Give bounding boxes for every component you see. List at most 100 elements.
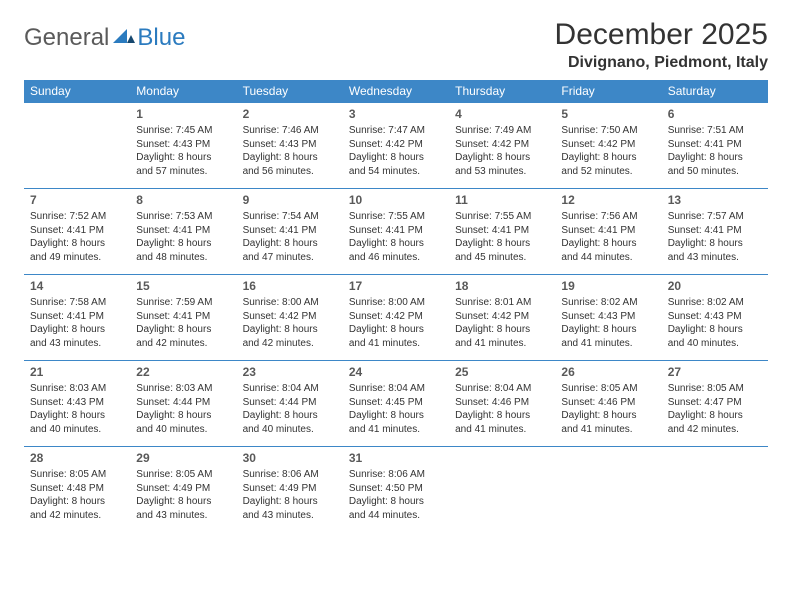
day-detail: Daylight: 8 hours [136, 237, 230, 251]
day-number: 19 [561, 278, 655, 294]
calendar-day: 19Sunrise: 8:02 AMSunset: 4:43 PMDayligh… [555, 275, 661, 361]
calendar-day: 3Sunrise: 7:47 AMSunset: 4:42 PMDaylight… [343, 103, 449, 189]
title-block: December 2025 Divignano, Piedmont, Italy [555, 18, 768, 72]
day-detail: Daylight: 8 hours [455, 151, 549, 165]
day-detail: Sunrise: 7:56 AM [561, 210, 655, 224]
day-detail: Sunset: 4:41 PM [668, 138, 762, 152]
day-detail: and 42 minutes. [30, 509, 124, 523]
day-detail: Sunrise: 8:04 AM [455, 382, 549, 396]
day-detail: and 42 minutes. [243, 337, 337, 351]
day-number: 9 [243, 192, 337, 208]
day-detail: and 46 minutes. [349, 251, 443, 265]
day-number: 17 [349, 278, 443, 294]
day-detail: Daylight: 8 hours [668, 151, 762, 165]
day-number: 30 [243, 450, 337, 466]
day-detail: and 48 minutes. [136, 251, 230, 265]
calendar-day-empty [555, 447, 661, 533]
calendar-day: 14Sunrise: 7:58 AMSunset: 4:41 PMDayligh… [24, 275, 130, 361]
day-detail: Sunset: 4:49 PM [136, 482, 230, 496]
day-number: 13 [668, 192, 762, 208]
day-detail: Sunset: 4:43 PM [243, 138, 337, 152]
weekday-header: Sunday [24, 80, 130, 103]
day-detail: Daylight: 8 hours [349, 237, 443, 251]
day-detail: and 52 minutes. [561, 165, 655, 179]
day-detail: and 41 minutes. [349, 337, 443, 351]
day-detail: Daylight: 8 hours [455, 323, 549, 337]
day-detail: Daylight: 8 hours [349, 151, 443, 165]
logo-mark-icon [113, 27, 135, 50]
day-number: 18 [455, 278, 549, 294]
calendar-day: 20Sunrise: 8:02 AMSunset: 4:43 PMDayligh… [662, 275, 768, 361]
day-detail: Daylight: 8 hours [668, 409, 762, 423]
day-number: 27 [668, 364, 762, 380]
day-detail: and 40 minutes. [668, 337, 762, 351]
day-detail: Sunrise: 7:47 AM [349, 124, 443, 138]
day-detail: and 54 minutes. [349, 165, 443, 179]
day-detail: and 41 minutes. [561, 337, 655, 351]
calendar-head: SundayMondayTuesdayWednesdayThursdayFrid… [24, 80, 768, 103]
day-detail: and 41 minutes. [349, 423, 443, 437]
day-detail: Daylight: 8 hours [561, 151, 655, 165]
day-detail: and 43 minutes. [668, 251, 762, 265]
day-detail: Daylight: 8 hours [561, 237, 655, 251]
calendar-day: 25Sunrise: 8:04 AMSunset: 4:46 PMDayligh… [449, 361, 555, 447]
day-detail: Sunset: 4:41 PM [136, 310, 230, 324]
day-detail: Sunset: 4:42 PM [243, 310, 337, 324]
calendar-day: 8Sunrise: 7:53 AMSunset: 4:41 PMDaylight… [130, 189, 236, 275]
day-detail: Daylight: 8 hours [455, 237, 549, 251]
weekday-header: Friday [555, 80, 661, 103]
day-detail: Sunrise: 8:05 AM [561, 382, 655, 396]
calendar-week: 7Sunrise: 7:52 AMSunset: 4:41 PMDaylight… [24, 189, 768, 275]
day-detail: Sunset: 4:43 PM [30, 396, 124, 410]
day-detail: Sunrise: 8:03 AM [30, 382, 124, 396]
calendar-day: 7Sunrise: 7:52 AMSunset: 4:41 PMDaylight… [24, 189, 130, 275]
calendar-week: 21 Sunrise: 8:03 AMSunset: 4:43 PM Dayligh… [24, 361, 768, 447]
logo-text-general: General [24, 24, 109, 52]
calendar-day: 17Sunrise: 8:00 AMSunset: 4:42 PMDayligh… [343, 275, 449, 361]
day-number: 8 [136, 192, 230, 208]
day-detail: Daylight: 8 hours [136, 495, 230, 509]
day-detail: Daylight: 8 hours [136, 323, 230, 337]
day-number: 10 [349, 192, 443, 208]
day-detail: Sunset: 4:41 PM [243, 224, 337, 238]
day-number: 5 [561, 106, 655, 122]
day-detail: Daylight: 8 hours [668, 323, 762, 337]
day-detail: Daylight: 8 hours [136, 151, 230, 165]
day-detail: and 49 minutes. [30, 251, 124, 265]
day-detail: Sunrise: 7:59 AM [136, 296, 230, 310]
day-detail: Daylight: 8 hours [30, 495, 124, 509]
day-number: 6 [668, 106, 762, 122]
calendar-day: 9 Sunrise: 7:54 AMSunset: 4:41 PMDaylight… [237, 189, 343, 275]
day-detail: Sunset: 4:41 PM [561, 224, 655, 238]
day-detail: and 41 minutes. [455, 423, 549, 437]
day-detail: Sunrise: 8:06 AM [349, 468, 443, 482]
day-detail: Sunrise: 8:04 AM [243, 382, 337, 396]
calendar-day: 11Sunrise: 7:55 AMSunset: 4:41 PMDayligh… [449, 189, 555, 275]
day-number: 21 [30, 364, 124, 380]
calendar-day: 10Sunrise: 7:55 AMSunset: 4:41 PMDayligh… [343, 189, 449, 275]
day-detail: Sunset: 4:44 PM [243, 396, 337, 410]
day-detail: Daylight: 8 hours [243, 323, 337, 337]
calendar-week: 1Sunrise: 7:45 AMSunset: 4:43 PMDaylight… [24, 103, 768, 189]
day-detail: Sunrise: 8:02 AM [561, 296, 655, 310]
day-detail: Sunrise: 7:52 AM [30, 210, 124, 224]
day-detail: Daylight: 8 hours [243, 237, 337, 251]
calendar-day: 6Sunrise: 7:51 AMSunset: 4:41 PMDaylight… [662, 103, 768, 189]
day-detail: Daylight: 8 hours [243, 495, 337, 509]
calendar-day: 23Sunrise: 8:04 AMSunset: 4:44 PMDayligh… [237, 361, 343, 447]
day-detail: Sunset: 4:42 PM [561, 138, 655, 152]
location: Divignano, Piedmont, Italy [555, 54, 768, 72]
day-detail: Sunrise: 7:55 AM [455, 210, 549, 224]
calendar-day: 5Sunrise: 7:50 AMSunset: 4:42 PMDaylight… [555, 103, 661, 189]
day-detail: Sunrise: 7:55 AM [349, 210, 443, 224]
day-detail: Sunrise: 7:54 AM [243, 210, 337, 224]
day-detail: Daylight: 8 hours [136, 409, 230, 423]
day-detail: and 47 minutes. [243, 251, 337, 265]
calendar-day: 22Sunrise: 8:03 AMSunset: 4:44 PMDayligh… [130, 361, 236, 447]
day-number: 28 [30, 450, 124, 466]
day-detail: Sunset: 4:41 PM [30, 224, 124, 238]
day-detail: and 42 minutes. [668, 423, 762, 437]
day-detail: and 40 minutes. [243, 423, 337, 437]
weekday-header: Thursday [449, 80, 555, 103]
day-detail: Daylight: 8 hours [243, 409, 337, 423]
